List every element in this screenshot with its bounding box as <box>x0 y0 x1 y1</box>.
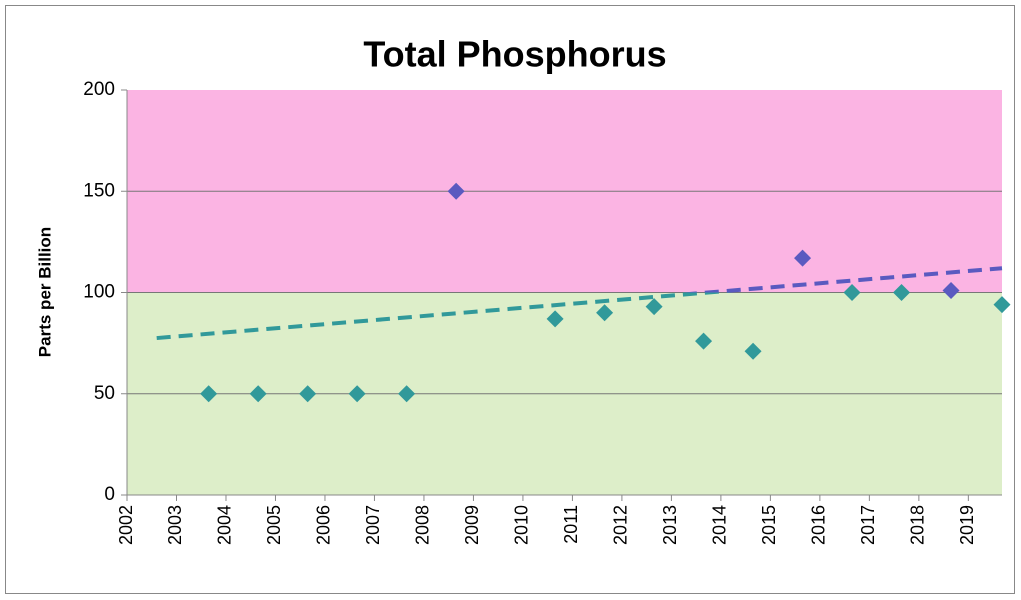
trendline <box>156 292 733 341</box>
x-tick-label: 2005 <box>264 505 284 545</box>
x-tick-label: 2002 <box>116 505 136 545</box>
y-tick-label: 50 <box>94 383 115 404</box>
x-tick-label: 2015 <box>759 505 779 545</box>
point <box>645 298 663 316</box>
x-tick-label: 2008 <box>413 505 433 545</box>
x-tick-label: 2009 <box>462 505 482 545</box>
chart-title: Total Phosphorus <box>363 34 666 75</box>
point <box>744 342 762 360</box>
x-tick-label: 2011 <box>561 505 581 544</box>
point <box>398 385 416 403</box>
point <box>447 182 465 200</box>
y-axis-label: Parts per Billion <box>35 227 54 357</box>
point <box>348 385 366 403</box>
point <box>596 304 614 322</box>
point <box>695 332 713 350</box>
x-tick-label: 2017 <box>858 505 878 545</box>
point <box>942 281 960 299</box>
x-tick-label: 2016 <box>809 505 829 545</box>
point <box>249 385 267 403</box>
point <box>546 310 564 328</box>
y-tick-label: 200 <box>83 79 115 100</box>
x-tick-label: 2014 <box>710 505 730 545</box>
y-tick-label: 150 <box>83 180 115 201</box>
x-tick-label: 2004 <box>215 505 235 545</box>
point <box>843 284 861 301</box>
x-tick-label: 2006 <box>314 505 334 545</box>
x-tick-label: 2010 <box>512 505 532 545</box>
point <box>200 385 218 403</box>
x-tick-label: 2007 <box>363 505 383 545</box>
x-tick-label: 2018 <box>908 505 928 545</box>
point <box>299 385 317 403</box>
trendline <box>683 266 1003 293</box>
point <box>993 296 1011 314</box>
x-tick-label: 2013 <box>660 505 680 545</box>
point <box>794 249 812 267</box>
point <box>893 284 911 301</box>
y-tick-label: 100 <box>83 282 115 303</box>
y-tick-label: 0 <box>104 484 115 505</box>
x-tick-label: 2019 <box>957 505 977 545</box>
x-tick-label: 2003 <box>165 505 185 545</box>
x-tick-label: 2012 <box>611 505 631 545</box>
